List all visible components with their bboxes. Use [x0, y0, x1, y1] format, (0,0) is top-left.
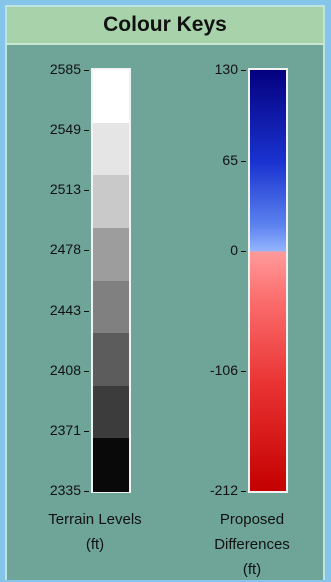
- terrain-color-segment: [93, 438, 129, 492]
- tick-mark: [84, 370, 89, 372]
- tick-mark: [84, 250, 89, 252]
- terrain-caption: Terrain Levels (ft): [25, 507, 165, 557]
- tick-mark: [84, 491, 89, 492]
- tick-label: 2549: [49, 121, 81, 138]
- tick-label: 2585: [49, 61, 81, 77]
- tick-label: 2335: [49, 482, 81, 498]
- terrain-caption-line1: Terrain Levels: [48, 511, 142, 528]
- tick-label: 2443: [49, 301, 81, 318]
- terrain-color-segment: [93, 333, 129, 387]
- terrain-color-bar: [91, 68, 131, 493]
- terrain-caption-line2: (ft): [85, 536, 105, 553]
- tick-label: -212: [209, 482, 238, 498]
- tick-label: 2513: [49, 181, 81, 198]
- terrain-color-segment: [93, 227, 129, 281]
- tick-label: 2371: [49, 421, 81, 438]
- colour-keys-panel: Colour Keys Terrain Levels (ft) Proposed…: [5, 5, 325, 580]
- tick-label: -106: [209, 362, 238, 378]
- terrain-color-segment: [93, 280, 129, 334]
- tick-label: 2408: [49, 361, 81, 378]
- terrain-color-segment: [93, 385, 129, 439]
- tick-mark: [241, 70, 246, 71]
- terrain-color-segment: [93, 175, 129, 229]
- tick-label: 2478: [49, 241, 81, 258]
- terrain-color-segment: [93, 70, 129, 124]
- difference-caption-line2: Differences: [214, 536, 290, 553]
- difference-caption: Proposed Differences (ft): [182, 507, 322, 582]
- difference-color-bar: [248, 68, 288, 493]
- tick-mark: [241, 160, 246, 162]
- difference-caption-line3: (ft): [242, 561, 262, 578]
- tick-mark: [84, 190, 89, 192]
- tick-mark: [84, 130, 89, 132]
- tick-mark: [84, 310, 89, 312]
- tick-mark: [241, 371, 246, 372]
- tick-label: 65: [222, 151, 238, 168]
- panel-title: Colour Keys: [7, 7, 323, 45]
- terrain-color-segment: [93, 122, 129, 176]
- tick-mark: [84, 70, 89, 71]
- tick-label: 0: [230, 242, 238, 259]
- tick-mark: [241, 491, 246, 492]
- difference-caption-line1: Proposed: [219, 511, 285, 528]
- tick-mark: [241, 251, 246, 253]
- tick-label: 130: [214, 61, 238, 77]
- tick-mark: [84, 430, 89, 432]
